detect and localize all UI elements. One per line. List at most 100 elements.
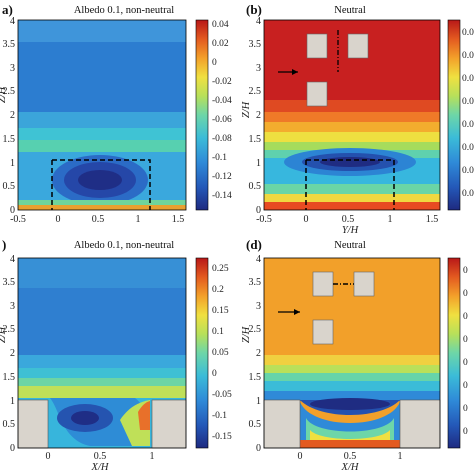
panel-b-title: Neutral bbox=[334, 5, 366, 16]
ytick-c-5: 2.5 bbox=[3, 324, 16, 335]
ytick-a-6: 3 bbox=[10, 63, 15, 74]
panel-a-ylabel: Z/H bbox=[0, 85, 8, 103]
ytick-b-0: 0 bbox=[256, 205, 261, 216]
cbtick-c-2: 0.15 bbox=[212, 306, 229, 316]
band-d-1 bbox=[264, 355, 440, 365]
ytick-d-6: 3 bbox=[256, 301, 261, 312]
cbtick-c-4: 0.05 bbox=[212, 348, 229, 358]
ytick-c-3: 1.5 bbox=[3, 372, 16, 383]
building-outline-b bbox=[305, 159, 395, 210]
cbtick-d-2: 0 bbox=[463, 312, 468, 322]
xtick-a-0: -0.5 bbox=[10, 214, 26, 225]
ytick-a-8: 4 bbox=[10, 16, 15, 27]
band-b-3 bbox=[264, 122, 440, 132]
ytick-d-5: 2.5 bbox=[249, 324, 262, 335]
cbtick-a-0: 0.04 bbox=[212, 20, 229, 30]
panel-c-colorbar: 0.25 0.2 0.15 0.1 0.05 0 -0.05 -0.1 -0.1… bbox=[195, 257, 232, 449]
band-b-9 bbox=[264, 194, 440, 202]
colorbar-b bbox=[447, 19, 461, 211]
cbtick-d-5: 0 bbox=[463, 381, 468, 391]
cbtick-d-1: 0 bbox=[463, 289, 468, 299]
cbtick-a-6: -0.08 bbox=[212, 134, 232, 144]
panel-d-colorbar: 0 0 0 0 0 0 0 0 bbox=[447, 257, 468, 449]
panel-d-yticks: 0 0.5 1 1.5 2 2.5 3 3.5 4 bbox=[249, 254, 262, 454]
panel-c-xlabel: X/H bbox=[91, 462, 110, 473]
band-a-top bbox=[18, 20, 186, 42]
xtick-a-2: 0.5 bbox=[92, 214, 105, 225]
band-b-1 bbox=[264, 100, 440, 112]
cbtick-c-8: -0.15 bbox=[212, 432, 232, 442]
panel-b-xlabel: Y/H bbox=[342, 225, 360, 236]
ytick-a-4: 2 bbox=[10, 110, 15, 121]
xtick-c-1: 0.5 bbox=[94, 451, 107, 462]
cbtick-d-4: 0 bbox=[463, 358, 468, 368]
ytick-d-2: 1 bbox=[256, 396, 261, 407]
ytick-c-6: 3 bbox=[10, 301, 15, 312]
ytick-b-5: 2.5 bbox=[249, 86, 262, 97]
cbtick-c-7: -0.1 bbox=[212, 411, 227, 421]
xtick-d-0: 0 bbox=[298, 451, 303, 462]
band-b-5 bbox=[264, 142, 440, 150]
xtick-b-0: -0.5 bbox=[256, 214, 272, 225]
cbtick-b-2: 0.0 bbox=[462, 74, 474, 84]
cbtick-d-0: 0 bbox=[463, 266, 468, 276]
cbtick-a-8: -0.12 bbox=[212, 172, 232, 182]
panel-c-yticks: 0 0.5 1 1.5 2 2.5 3 3.5 4 bbox=[3, 254, 16, 454]
cbtick-a-2: 0 bbox=[212, 58, 217, 68]
panel-c-plot bbox=[17, 257, 187, 449]
ytick-b-8: 4 bbox=[256, 16, 261, 27]
colorbar-c bbox=[195, 257, 209, 449]
cbtick-b-7: 0.0 bbox=[462, 189, 474, 199]
ytick-a-5: 2.5 bbox=[3, 86, 16, 97]
ytick-d-7: 3.5 bbox=[249, 277, 262, 288]
ytick-c-0: 0 bbox=[10, 443, 15, 454]
ytick-a-7: 3.5 bbox=[3, 39, 16, 50]
panel-a-label: a) bbox=[2, 2, 13, 17]
xtick-c-0: 0 bbox=[46, 451, 51, 462]
cbtick-a-1: 0.02 bbox=[212, 39, 229, 49]
building-c-right bbox=[151, 399, 187, 449]
cbtick-d-7: 0 bbox=[463, 427, 468, 437]
xtick-b-4: 1.5 bbox=[426, 214, 439, 225]
cbtick-a-3: -0.02 bbox=[212, 77, 232, 87]
panel-a-title: Albedo 0.1, non-neutral bbox=[74, 5, 174, 16]
panel-b-xticks: -0.5 0 0.5 1 1.5 bbox=[256, 214, 438, 225]
band-c-1 bbox=[18, 355, 186, 370]
panel-c-xticks: 0 0.5 1 bbox=[46, 451, 155, 462]
building-d-1 bbox=[312, 271, 334, 297]
panel-c-label: ) bbox=[2, 237, 6, 252]
building-d-2 bbox=[353, 271, 375, 297]
cbtick-b-3: 0.0 bbox=[462, 97, 474, 107]
panel-d-frame bbox=[263, 257, 441, 449]
band-c-4 bbox=[18, 386, 186, 398]
xtick-b-1: 0 bbox=[304, 214, 309, 225]
panel-d: (d) Neutral 0 0.5 bbox=[241, 237, 468, 473]
panel-b-plot bbox=[263, 19, 441, 211]
xtick-a-4: 1.5 bbox=[172, 214, 185, 225]
band-c-top bbox=[18, 258, 186, 288]
building-b-2 bbox=[347, 33, 369, 59]
building-b-1 bbox=[306, 33, 328, 59]
band-b-4 bbox=[264, 132, 440, 142]
panel-a-plot bbox=[17, 19, 187, 211]
panel-c-frame bbox=[17, 257, 187, 449]
cbtick-d-6: 0 bbox=[463, 404, 468, 414]
ytick-d-8: 4 bbox=[256, 254, 261, 265]
cbtick-c-6: -0.05 bbox=[212, 390, 232, 400]
building-outline-a bbox=[51, 159, 151, 210]
panel-a-frame bbox=[17, 19, 187, 211]
band-a-ground2 bbox=[18, 205, 186, 210]
band-b-10 bbox=[264, 202, 440, 210]
ytick-d-1: 0.5 bbox=[249, 419, 262, 430]
cbtick-a-9: -0.14 bbox=[212, 191, 232, 201]
cbtick-b-6: 0.0 bbox=[462, 166, 474, 176]
panel-b-yticks: 0 0.5 1 1.5 2 2.5 3 3.5 4 bbox=[249, 16, 262, 216]
band-b-8 bbox=[264, 184, 440, 194]
panel-d-xlabel: X/H bbox=[341, 462, 360, 473]
cbtick-c-3: 0.1 bbox=[212, 327, 224, 337]
ytick-c-1: 0.5 bbox=[3, 419, 16, 430]
ytick-b-3: 1.5 bbox=[249, 134, 262, 145]
band-d-2 bbox=[264, 365, 440, 373]
band-b-2 bbox=[264, 112, 440, 122]
